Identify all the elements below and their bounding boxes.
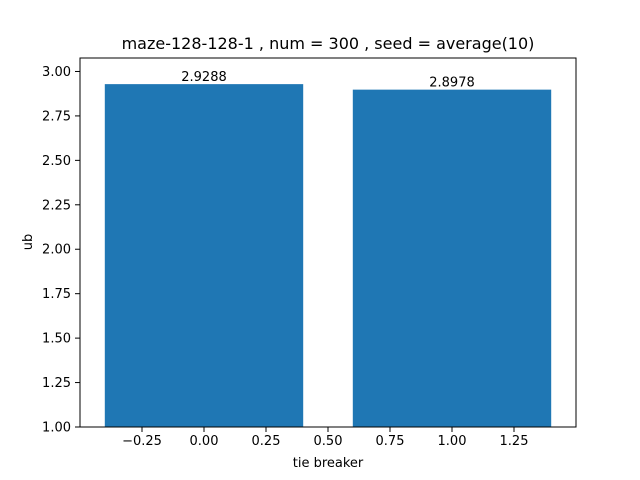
y-tick-label: 1.50 xyxy=(42,332,71,347)
bar xyxy=(352,89,552,427)
y-tick-label: 2.00 xyxy=(42,243,71,258)
y-axis-ticks: 1.00 1.25 1.50 1.75 2.00 2.25 2.50 2.75 3.00 xyxy=(42,65,80,436)
x-tick-label: −0.25 xyxy=(122,434,162,449)
y-tick-label: 1.75 xyxy=(42,287,71,302)
x-tick-label: 0.50 xyxy=(314,434,343,449)
bar xyxy=(104,84,304,427)
y-axis-label: ub xyxy=(21,234,36,251)
x-tick-label: 1.00 xyxy=(438,434,467,449)
y-tick-label: 3.00 xyxy=(42,65,71,80)
x-axis-label: tie breaker xyxy=(293,456,364,471)
x-tick-label: 0.25 xyxy=(252,434,281,449)
bars-group xyxy=(104,84,552,427)
data-labels-group: 2.9288 2.8978 xyxy=(181,70,475,91)
bar-value-label: 2.8978 xyxy=(429,76,475,91)
y-tick-label: 2.50 xyxy=(42,154,71,169)
x-tick-label: 1.25 xyxy=(500,434,529,449)
y-tick-label: 1.25 xyxy=(42,376,71,391)
x-tick-label: 0.00 xyxy=(190,434,219,449)
bar-value-label: 2.9288 xyxy=(181,70,227,85)
x-axis-ticks: −0.25 0.00 0.25 0.50 0.75 1.00 1.25 xyxy=(122,427,528,449)
y-tick-label: 2.25 xyxy=(42,198,71,213)
y-tick-label: 1.00 xyxy=(42,421,71,436)
x-tick-label: 0.75 xyxy=(376,434,405,449)
chart-title: maze-128-128-1 , num = 300 , seed = aver… xyxy=(122,34,535,53)
y-tick-label: 2.75 xyxy=(42,109,71,124)
